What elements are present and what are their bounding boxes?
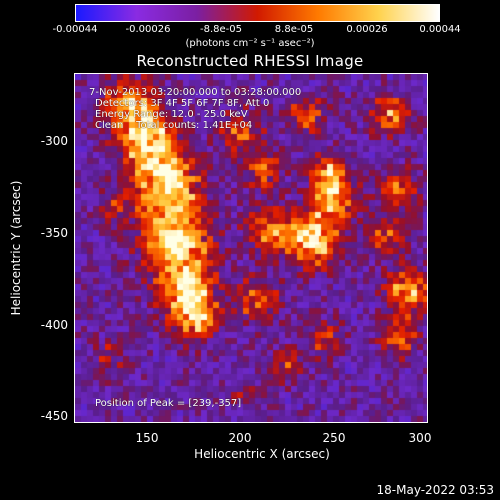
timestamp: 18-May-2022 03:53: [376, 483, 494, 497]
colorbar: [75, 4, 440, 22]
colorbar-tick: 0.00044: [419, 24, 461, 35]
x-tick-label: 150: [135, 431, 159, 445]
y-tick-label: -300: [40, 134, 68, 148]
x-tick-label: 250: [322, 431, 346, 445]
detectors-annotation: Detectors: 3F 4F 5F 6F 7F 8F, Att 0: [95, 98, 270, 109]
x-tick-label: 200: [228, 431, 252, 445]
colorbar-tick: 0.00026: [346, 24, 388, 35]
colorbar-tick: -0.00044: [52, 24, 98, 35]
time-range-annotation: 7-Nov-2013 03:20:00.000 to 03:28:00.000: [89, 87, 302, 98]
x-axis-label: Heliocentric X (arcsec): [194, 447, 330, 461]
y-tick-label: -450: [40, 409, 68, 423]
energy-range-annotation: Energy Range: 12.0 - 25.0 keV: [95, 109, 248, 120]
clean-counts-annotation: Clean Total counts: 1.41E+04: [95, 120, 253, 131]
y-tick-label: -350: [40, 226, 68, 240]
y-tick-label: -400: [40, 318, 68, 332]
colorbar-units: (photons cm⁻² s⁻¹ asec⁻²): [185, 38, 315, 49]
heatmap-image: [75, 74, 427, 422]
plot-area: 7-Nov-2013 03:20:00.000 to 03:28:00.000 …: [74, 73, 428, 423]
y-axis-label: Heliocentric Y (arcsec): [9, 180, 23, 316]
colorbar-tick: -0.00026: [125, 24, 171, 35]
colorbar-tick: 8.8e-05: [274, 24, 314, 35]
peak-position-annotation: Position of Peak = [239,-357]: [95, 398, 242, 409]
colorbar-tick: -8.8e-05: [200, 24, 242, 35]
chart-title: Reconstructed RHESSI Image: [136, 52, 364, 70]
x-tick-label: 300: [408, 431, 432, 445]
